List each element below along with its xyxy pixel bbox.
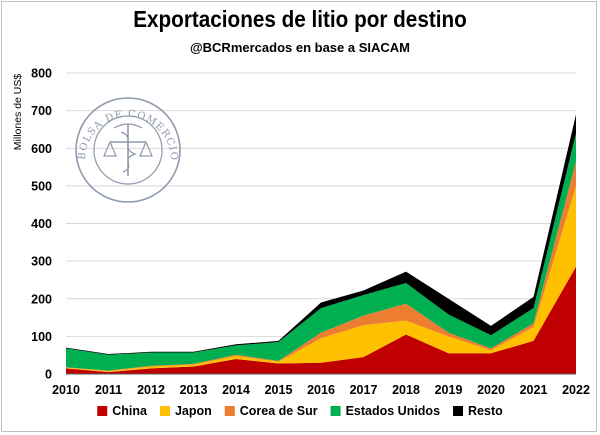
chart-title: Exportaciones de litio por destino [133, 6, 467, 32]
y-tick-label-800: 800 [31, 67, 52, 81]
x-tick-label-2014: 2014 [222, 383, 250, 397]
y-tick-label-0: 0 [45, 368, 52, 382]
y-tick-label-700: 700 [31, 104, 52, 118]
x-tick-label-2019: 2019 [435, 383, 463, 397]
area-series-resto [66, 114, 576, 355]
stacked-areas [66, 114, 576, 374]
y-tick-label-200: 200 [31, 292, 52, 306]
x-tick-label-2015: 2015 [265, 383, 293, 397]
legend-swatch-resto [453, 406, 464, 416]
legend-label-resto: Resto [468, 404, 503, 418]
watermark-seal: BOLSA DE COMERCIO DE ROSARIO [0, 0, 181, 203]
chart-subtitle: @BCRmercados en base a SIACAM [189, 40, 411, 55]
x-tick-label-2011: 2011 [95, 383, 122, 397]
legend-label-japon: Japon [175, 404, 212, 418]
seal-serpent [120, 131, 137, 173]
x-tick-label-2021: 2021 [520, 383, 548, 397]
x-tick-label-2016: 2016 [307, 383, 335, 397]
x-tick-label-2020: 2020 [477, 383, 505, 397]
seal-text: BOLSA DE COMERCIO DE ROSARIO [0, 0, 179, 161]
seal-wings [113, 123, 143, 129]
y-tick-label-500: 500 [31, 179, 52, 193]
legend-swatch-china [97, 406, 108, 416]
seal-left-pan [103, 140, 117, 157]
y-tick-label-600: 600 [31, 142, 52, 156]
legend-label-corea-de-sur: Corea de Sur [240, 404, 318, 418]
y-axis-ticks: 0 100 200 300 400 500 600 700 800 [31, 67, 52, 382]
legend-swatch-japon [159, 406, 170, 416]
y-tick-label-100: 100 [31, 330, 52, 344]
x-tick-label-2018: 2018 [392, 383, 420, 397]
area-series-estados-unidos [66, 133, 576, 371]
legend-swatch-corea-de-sur [224, 406, 235, 416]
x-tick-label-2012: 2012 [137, 383, 165, 397]
x-axis-ticks: 2010 2011 2012 2013 2014 2015 2016 2017 2018 2019… [52, 383, 590, 397]
seal-inner-ring [93, 115, 163, 185]
y-axis-label: Millones de US$ [12, 74, 24, 151]
legend-label-estados-unidos: Estados Unidos [346, 404, 441, 418]
legend-label-china: China [112, 404, 148, 418]
seal-right-pan [139, 140, 153, 157]
x-tick-label-2013: 2013 [180, 383, 208, 397]
x-tick-label-2017: 2017 [350, 383, 378, 397]
x-tick-label-2022: 2022 [562, 383, 590, 397]
area-series-china [66, 266, 576, 374]
y-tick-label-300: 300 [31, 255, 52, 269]
legend: China Japon Corea de Sur Estados Unidos Rest… [97, 404, 503, 418]
x-tick-label-2010: 2010 [52, 383, 80, 397]
y-tick-label-400: 400 [31, 217, 52, 231]
legend-swatch-estados-unidos [330, 406, 341, 416]
seal-outer-ring [75, 97, 181, 203]
